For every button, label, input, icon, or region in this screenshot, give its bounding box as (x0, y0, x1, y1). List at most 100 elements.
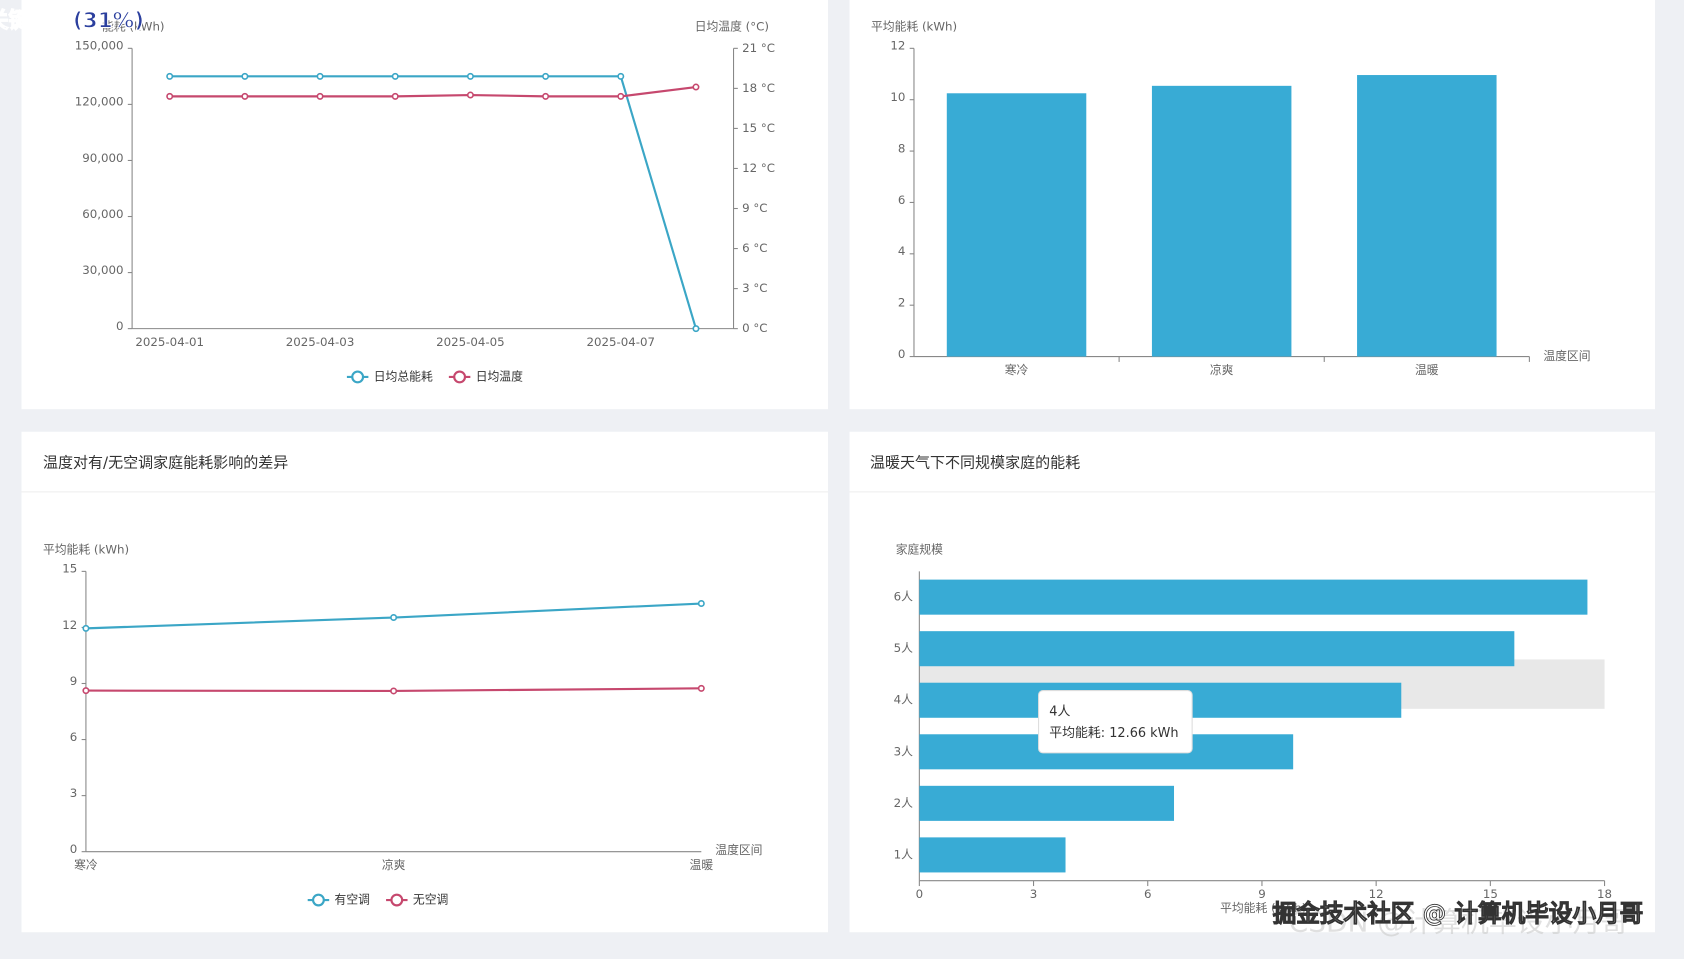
x-tick-label: 2025-04-01 (135, 335, 204, 349)
legend-marker (453, 370, 467, 384)
bar (919, 785, 1175, 821)
y2-tick-label: 6 °C (742, 241, 767, 255)
overlay: 关键帧）(31%) (0, 7, 144, 33)
x-tick-label: 3 (1030, 887, 1038, 901)
y-tick-label: 10 (890, 90, 905, 104)
x-tick-label: 温暖 (1415, 363, 1439, 377)
point (697, 600, 705, 608)
point (166, 72, 174, 80)
x-axis-title: 平均能耗 (kWh) (1220, 901, 1306, 915)
series-line (169, 75, 697, 329)
point (391, 72, 399, 80)
y-tick-label: 5人 (894, 641, 914, 655)
point (390, 614, 398, 622)
y-tick-label: 120,000 (75, 95, 124, 109)
point (82, 687, 90, 695)
y-tick-label: 15 (62, 562, 77, 576)
x-axis-title: 温度区间 (715, 843, 762, 857)
point (391, 92, 399, 100)
legend-label: 无空调 (413, 893, 448, 907)
bar (919, 631, 1515, 667)
legend-marker (390, 893, 404, 907)
y-axis-title: 能耗 (kWh) (102, 19, 165, 33)
y-tick-label: 30,000 (82, 263, 123, 277)
tooltip (1038, 690, 1193, 754)
x-tick-label: 6 (1144, 887, 1152, 901)
y-tick-label: 0 (898, 347, 906, 361)
y-tick-label: 2 (898, 296, 906, 310)
point (542, 72, 550, 80)
point (241, 92, 249, 100)
y-axis-title: 平均能耗 (kWh) (43, 542, 129, 556)
canvas: 能耗 (kWh) 日均温度 (°C) 0 30,000 60,000 90,000 120,… (0, 0, 1656, 939)
y-tick-label: 60,000 (82, 207, 123, 221)
bar (946, 93, 1087, 357)
y-tick-label: 9 (70, 674, 78, 688)
tooltip-text: 平均能耗: 12.66 kWh (1049, 726, 1178, 741)
point (82, 624, 90, 632)
y-tick-label: 0 (116, 319, 124, 333)
point (617, 92, 625, 100)
legend-label: 日均总能耗 (374, 369, 433, 383)
y-tick-label: 4人 (894, 693, 914, 707)
x-tick-label: 2025-04-07 (586, 335, 655, 349)
x-tick-label: 2025-04-03 (286, 335, 355, 349)
y-tick-label: 150,000 (75, 39, 124, 53)
point (692, 83, 700, 91)
x-tick-label: 凉爽 (1210, 363, 1234, 377)
chart-title: 温暖天气下不同规模家庭的能耗 (870, 453, 1080, 471)
series-line (169, 85, 697, 98)
legend-marker (311, 893, 325, 907)
y-tick-label: 2人 (894, 796, 914, 810)
y2-tick-label: 9 °C (742, 201, 767, 215)
legend-label: 日均温度 (476, 369, 523, 383)
y-tick-label: 8 (898, 141, 906, 155)
bar (1151, 85, 1292, 357)
x-tick-label: 寒冷 (74, 858, 98, 872)
point (466, 72, 474, 80)
y-tick-label: 6人 (894, 590, 914, 604)
legend-label: 有空调 (335, 893, 370, 907)
y-axis-title: 平均能耗 (kWh) (871, 19, 957, 33)
point (542, 92, 550, 100)
point (617, 72, 625, 80)
y2-tick-label: 21 °C (742, 41, 775, 55)
point (316, 92, 324, 100)
y2-tick-label: 15 °C (742, 121, 775, 135)
y-tick-label: 6 (898, 193, 906, 207)
y2-tick-label: 18 °C (742, 81, 775, 95)
point (166, 92, 174, 100)
x-tick-label: 15 (1483, 887, 1498, 901)
y-tick-label: 0 (70, 842, 78, 856)
watermark: 掘金技术社区 @ 计算机毕设小月哥 (1273, 900, 1644, 928)
y-tick-label: 6 (70, 730, 78, 744)
y-tick-label: 3 (70, 786, 78, 800)
watermark-faint: CSDN @计算机毕设小月哥 (1289, 906, 1629, 939)
tooltip-title: 4人 (1049, 705, 1070, 720)
point (316, 72, 324, 80)
y-tick-label: 90,000 (82, 151, 123, 165)
y-tick-label: 4 (898, 244, 906, 258)
y2-tick-label: 12 °C (742, 161, 775, 175)
point (697, 684, 705, 692)
x-tick-label: 寒冷 (1005, 363, 1029, 377)
chart-title: 温度对有/无空调家庭能耗影响的差异 (43, 453, 288, 471)
x-tick-label: 12 (1369, 887, 1384, 901)
x-tick-label: 2025-04-05 (436, 335, 505, 349)
card (21, 431, 829, 933)
y-tick-label: 3人 (894, 744, 914, 758)
y-tick-label: 1人 (894, 847, 914, 861)
bar (919, 579, 1588, 615)
y-tick-label: 12 (890, 39, 905, 53)
point (241, 72, 249, 80)
x-tick-label: 18 (1597, 887, 1612, 901)
y2-axis-title: 日均温度 (°C) (695, 19, 769, 33)
point (390, 687, 398, 695)
y-tick-label: 12 (62, 618, 77, 632)
point (466, 91, 474, 99)
bar (1357, 75, 1497, 357)
x-tick-label: 0 (916, 887, 924, 901)
point (692, 325, 700, 333)
